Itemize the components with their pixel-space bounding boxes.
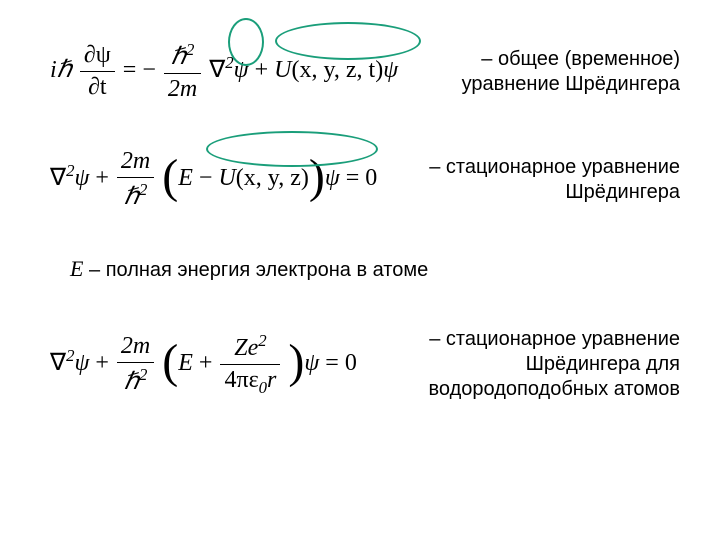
equals: = [123, 57, 137, 83]
equation-stationary: ∇2ψ + 2m ℏ2 (E − U(x, y, z))ψ = 0 [50, 148, 377, 211]
frac-coulomb: Ze2 4πε0r [220, 331, 280, 398]
highlight-ellipse-energy [206, 131, 378, 167]
equation-row-2: ∇2ψ + 2m ℏ2 (E − U(x, y, z))ψ = 0 – стац… [50, 148, 680, 211]
var-i: i [50, 57, 57, 83]
frac-dpsi-dt: ∂ψ ∂t [80, 42, 115, 101]
equation-hydrogen: ∇2ψ + 2m ℏ2 (E + Ze2 4πε0r )ψ = 0 [50, 331, 357, 398]
description-1: – общее (временное) уравнение Шрёдингера [462, 47, 680, 97]
frac-hbar2-2m: ℏ2 2m [164, 40, 201, 103]
var-hbar: ℏ [57, 57, 72, 83]
energy-note: E – полная энергия электрона в атоме [70, 256, 680, 282]
frac-2m-hbar2: 2m ℏ2 [117, 148, 154, 211]
highlight-ellipse-potential [275, 22, 421, 60]
nabla: ∇ [209, 57, 225, 83]
equation-row-3: ∇2ψ + 2m ℏ2 (E + Ze2 4πε0r )ψ = 0 – стац… [50, 327, 680, 402]
description-2: – стационарное уравнение Шрёдингера [429, 155, 680, 205]
description-3: – стационарное уравнение Шрёдингера для … [429, 327, 680, 402]
frac-2m-hbar2-b: 2m ℏ2 [117, 333, 154, 396]
plus: + [255, 57, 269, 83]
equation-time-dependent: iℏ ∂ψ ∂t = − ℏ2 2m ∇2ψ + U(x, y, z, t)ψ [50, 40, 398, 103]
equation-row-1: iℏ ∂ψ ∂t = − ℏ2 2m ∇2ψ + U(x, y, z, t)ψ … [50, 40, 680, 103]
minus: − [142, 57, 156, 83]
